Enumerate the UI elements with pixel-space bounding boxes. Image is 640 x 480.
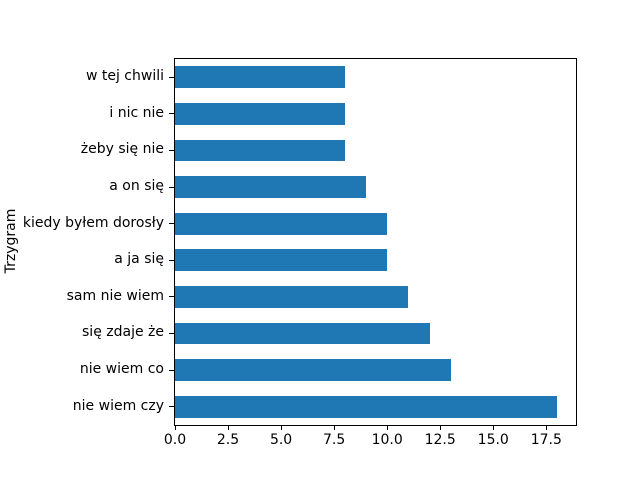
y-tick-mark — [169, 259, 174, 261]
y-tick-mark — [169, 186, 174, 188]
y-tick-mark — [169, 296, 174, 298]
x-tick-label-2: 5.0 — [269, 432, 293, 448]
x-axis: 0.0 2.5 5.0 7.5 10.0 12.5 15.0 17.5 — [164, 425, 576, 455]
y-tick-mark — [169, 76, 174, 78]
y-tick-label-9: nie wiem czy — [72, 397, 164, 414]
y-tick-label-8: nie wiem co — [79, 361, 164, 378]
bar-6 — [175, 285, 409, 308]
y-tick-label-2: żeby się nie — [80, 141, 164, 158]
bar-band — [175, 242, 576, 279]
bar-band — [175, 59, 576, 96]
x-tick-mark — [175, 425, 176, 430]
bar-band — [175, 205, 576, 242]
bar-3 — [175, 176, 366, 199]
x-tick-mark — [334, 425, 336, 430]
plot-area — [169, 58, 577, 426]
bar-band — [175, 169, 576, 206]
bar-8 — [175, 359, 451, 382]
bar-band — [175, 352, 576, 389]
bar-band — [175, 279, 576, 316]
bar-9 — [175, 395, 557, 418]
bar-4 — [175, 212, 388, 235]
y-tick-label-0: w tej chwili — [85, 68, 164, 85]
x-tick-label-6: 15.0 — [477, 432, 509, 448]
bar-band — [175, 96, 576, 133]
x-tick-mark — [228, 425, 230, 430]
bar-band — [175, 388, 576, 425]
x-tick-label-0: 0.0 — [163, 432, 187, 448]
bar-0 — [175, 66, 345, 89]
x-tick-label-4: 10.0 — [371, 432, 403, 448]
y-tick-mark — [169, 333, 174, 334]
y-tick-labels: w tej chwili i nic nie żeby się nie a on si… — [0, 58, 164, 424]
y-tick-label-5: a ja się — [114, 251, 164, 268]
bar-2 — [175, 139, 345, 162]
y-tick-mark — [169, 406, 174, 408]
bar-band — [175, 132, 576, 169]
bar-5 — [175, 249, 388, 272]
x-tick-mark — [546, 425, 548, 430]
y-tick-label-6: sam nie wiem — [66, 287, 164, 304]
bar-7 — [175, 322, 430, 345]
y-tick-mark — [169, 369, 174, 371]
x-tick-mark — [440, 425, 442, 430]
y-tick-label-3: a on się — [109, 178, 164, 195]
x-tick-label-3: 7.5 — [322, 432, 346, 448]
y-tick-mark — [169, 150, 174, 151]
x-tick-label-5: 12.5 — [424, 432, 456, 448]
y-tick-label-4: kiedy byłem dorosły — [22, 214, 164, 231]
bar-1 — [175, 102, 345, 125]
x-tick-mark — [387, 425, 389, 430]
y-tick-label-1: i nic nie — [109, 104, 164, 121]
y-tick-label-7: się zdaje że — [82, 324, 164, 341]
y-tick-mark — [169, 113, 174, 115]
x-tick-mark — [281, 425, 283, 430]
x-tick-mark — [493, 425, 495, 430]
x-tick-label-7: 17.5 — [530, 432, 562, 448]
y-tick-mark — [169, 223, 174, 225]
bar-band — [175, 315, 576, 352]
x-tick-label-1: 2.5 — [216, 432, 240, 448]
